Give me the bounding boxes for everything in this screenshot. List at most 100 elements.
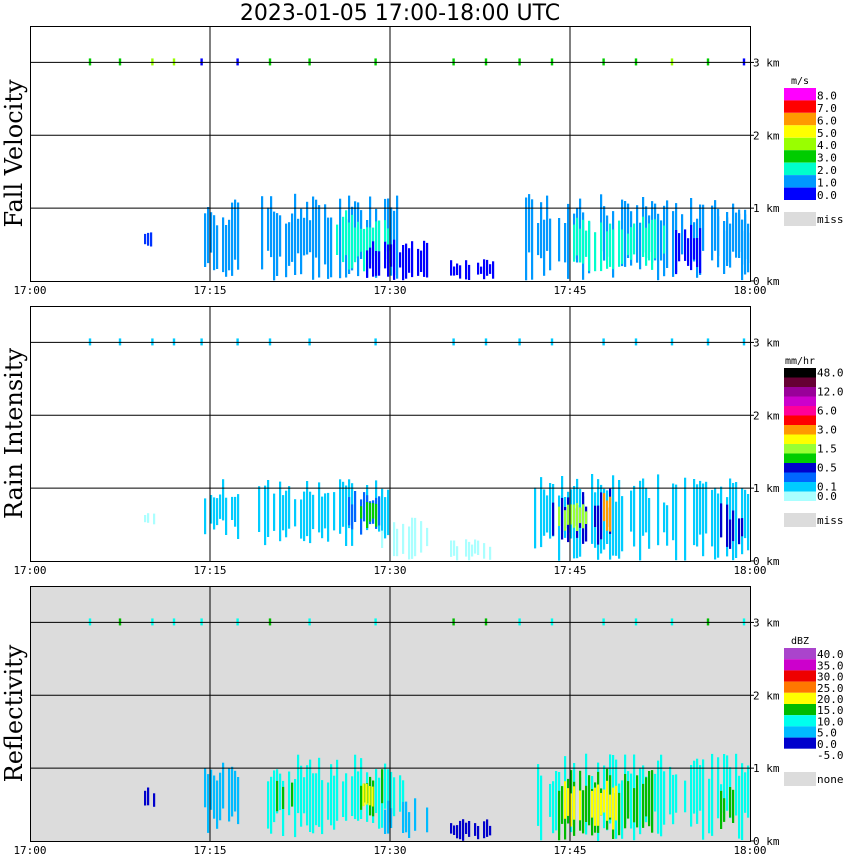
echo-streak (222, 762, 225, 809)
echo-streak (273, 493, 276, 531)
echo-streak (282, 786, 285, 809)
legend-label: 10.0 (817, 715, 844, 728)
legend-swatch (784, 406, 816, 416)
echo-streak (459, 820, 462, 840)
echo-streak (147, 787, 150, 806)
echo-streak (627, 203, 630, 258)
echo-streak (612, 787, 615, 830)
echo-streak (291, 782, 294, 807)
echo-streak (741, 230, 744, 281)
echo-streak (378, 220, 381, 269)
panel-0: 0 km 1 km 2 km 3 km 17:00 17:15 17:30 17:45 18:0… (0, 26, 844, 297)
echo-streak (237, 777, 240, 825)
echo-streak (579, 507, 582, 524)
echo-streak (393, 239, 396, 280)
legend-label: 5.0 (817, 727, 837, 740)
legend-label: 2.0 (817, 164, 837, 177)
echo-streak (582, 219, 585, 264)
echo-streak (294, 193, 297, 275)
echo-region-4 (366, 239, 429, 281)
echo-streak (362, 783, 365, 807)
echo-streak (687, 238, 690, 266)
echo-streak (696, 758, 699, 824)
echo-streak (582, 790, 585, 834)
echo-streak (624, 201, 627, 267)
echo-streak (744, 772, 747, 813)
echo-streak (231, 496, 234, 520)
echo-streak (699, 228, 702, 274)
legend-label: 15.0 (817, 704, 844, 717)
echo-region-10 (564, 780, 618, 830)
echo-streak (378, 496, 381, 526)
echo-streak (615, 501, 618, 556)
echo-streak (657, 760, 660, 834)
echo-streak (711, 753, 714, 836)
echo-streak (210, 769, 213, 810)
legend-swatch (784, 112, 816, 126)
echo-streak (597, 505, 600, 545)
echo-streak (591, 474, 594, 544)
echo-streak (321, 496, 324, 539)
echo-streak (723, 798, 726, 822)
echo-streak (360, 506, 363, 519)
echo-streak (600, 222, 603, 272)
echo-streak (366, 502, 369, 528)
legend-label: 30.0 (817, 671, 844, 684)
legend-swatch (784, 415, 816, 425)
echo-streak (576, 217, 579, 256)
echo-streak (657, 474, 660, 546)
echo-streak (408, 526, 411, 560)
echo-streak (456, 825, 459, 839)
echo-streak (351, 504, 354, 530)
echo-streak (468, 264, 471, 280)
echo-streak (147, 232, 150, 246)
echo-region-5 (381, 517, 429, 560)
echo-streak (684, 229, 687, 261)
echo-streak (564, 223, 567, 263)
echo-region-5 (450, 259, 495, 280)
echo-streak (360, 228, 363, 252)
echo-streak (741, 763, 744, 841)
echo-streak (477, 826, 480, 840)
echo-streak (384, 497, 387, 539)
echo-streak (699, 765, 702, 811)
echo-streak (711, 205, 714, 261)
echo-streak (660, 220, 663, 261)
legend-swatch (784, 513, 816, 527)
echo-streak (651, 770, 654, 833)
echo-streak (672, 483, 675, 541)
y-tick-label: 0 km (753, 555, 780, 568)
echo-streak (675, 774, 678, 813)
echo-streak (714, 487, 717, 560)
echo-streak (651, 219, 654, 270)
echo-streak (276, 213, 279, 276)
echo-streak (351, 214, 354, 269)
echo-streak (306, 201, 309, 255)
echo-streak (369, 227, 372, 264)
legend-swatch (784, 670, 816, 682)
echo-streak (402, 801, 405, 833)
legend-label: 0.0 (817, 189, 837, 202)
echo-streak (387, 769, 390, 823)
echo-streak (465, 539, 468, 557)
echo-streak (462, 819, 465, 841)
echo-streak (420, 521, 423, 553)
echo-streak (729, 519, 732, 549)
echo-streak (468, 541, 471, 561)
echo-streak (576, 503, 579, 531)
echo-streak (387, 800, 390, 834)
legend-label: 8.0 (817, 89, 837, 102)
legend-label: 5.0 (817, 127, 837, 140)
echo-streak (735, 753, 738, 816)
echo-streak (594, 787, 597, 826)
echo-streak (276, 780, 279, 812)
echo-streak (603, 789, 606, 813)
echo-streak (144, 233, 147, 245)
y-tick-label: 2 km (753, 129, 780, 142)
panel-ylabel: Rain Intensity (0, 348, 28, 520)
echo-region-9 (717, 208, 750, 281)
echo-streak (489, 264, 492, 274)
legend-label: miss (817, 514, 844, 527)
echo-streak (267, 781, 270, 829)
echo-streak (675, 230, 678, 275)
